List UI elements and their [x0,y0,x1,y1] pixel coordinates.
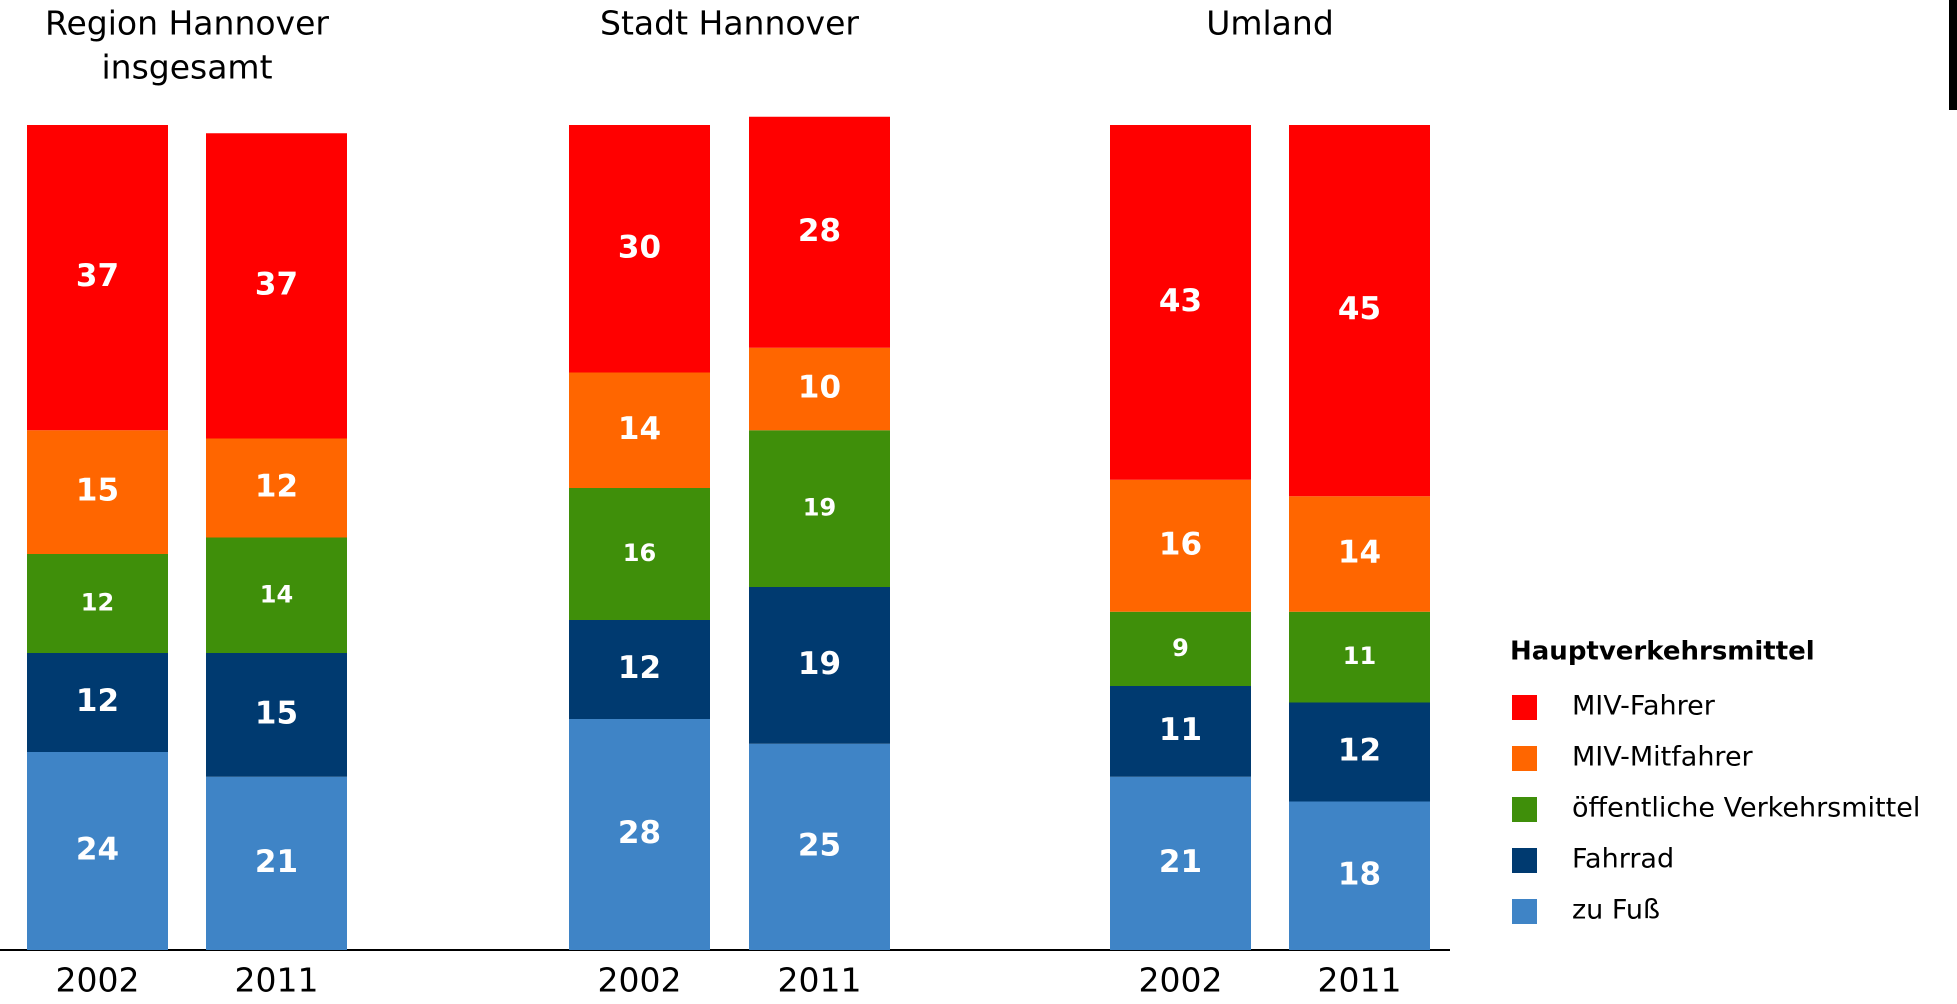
data-label: 14 [618,411,661,447]
data-label: 43 [1159,283,1202,319]
data-label: 30 [618,229,661,265]
legend-label: MIV-Fahrer [1572,691,1716,722]
bar-segment [206,438,347,538]
data-label: 11 [1343,642,1376,670]
bar-segment [569,372,710,488]
x-tick-label: 2002 [56,961,140,1000]
data-label: 15 [76,473,119,509]
group-title: insgesamt [101,48,272,87]
legend-swatch [1512,899,1537,924]
bar-segment [1110,125,1251,480]
data-label: 12 [81,589,114,617]
legend-swatch [1512,746,1537,771]
bar-segment [749,116,890,348]
data-label: 14 [1338,535,1381,571]
bar-segment [1110,479,1251,612]
legend-swatch [1512,797,1537,822]
legend-swatch [1512,848,1537,873]
data-label: 9 [1172,634,1189,662]
legend-title: Hauptverkehrsmittel [1510,637,1815,667]
data-label: 12 [618,650,661,686]
legend-label: MIV-Mitfahrer [1572,742,1754,773]
bar-segment [749,347,890,431]
bar-segment [1110,611,1251,686]
bar-segment [1110,686,1251,777]
bar-segment [27,125,168,431]
legend-label: zu Fuß [1572,895,1660,926]
data-label: 14 [260,580,293,608]
bar-segment [1289,496,1430,612]
x-tick-label: 2011 [235,961,319,1000]
bar-segment [1289,611,1430,703]
data-label: 25 [798,827,841,863]
bar-segment [749,430,890,587]
data-label: 19 [803,494,836,522]
bar-segment [569,125,710,373]
bar-segment [27,653,168,752]
bar-segment [749,587,890,744]
data-label: 12 [255,469,298,505]
data-label: 16 [1159,526,1202,562]
data-label: 37 [76,258,119,294]
data-label: 21 [1159,844,1202,880]
bar-segment [1110,776,1251,950]
data-label: 12 [1338,733,1381,769]
data-label: 10 [798,370,841,406]
data-label: 28 [618,815,661,851]
x-tick-label: 2011 [1318,961,1402,1000]
bar-segment [27,752,168,950]
legend-swatch [1512,695,1537,720]
x-tick-label: 2002 [598,961,682,1000]
bar-segment [569,620,710,719]
data-label: 45 [1338,291,1381,327]
bar-segment [206,653,347,777]
data-label: 15 [255,695,298,731]
group-title: Region Hannover [45,4,329,43]
bar-segment [27,430,168,554]
bar-segment [206,537,347,653]
data-label: 11 [1159,712,1202,748]
bar-segment [749,743,890,950]
data-label: 28 [798,213,841,249]
data-label: 16 [623,539,656,567]
data-label: 24 [76,832,119,868]
data-label: 21 [255,844,298,880]
bar-segment [1289,125,1430,497]
x-tick-label: 2011 [778,961,862,1000]
data-label: 37 [255,266,298,302]
bar-segment [206,776,347,950]
bar-segment [569,488,710,620]
bar-segment [1289,801,1430,950]
legend-label: öffentliche Verkehrsmittel [1572,793,1920,824]
bar-segment [569,719,710,950]
data-label: 12 [76,683,119,719]
data-label: 19 [798,646,841,682]
bar-segment [27,554,168,653]
legend-label: Fahrrad [1572,844,1674,875]
data-label: 18 [1338,856,1381,892]
edge-decoration [1949,0,1957,110]
x-tick-label: 2002 [1139,961,1223,1000]
bar-segment [1289,702,1430,802]
group-title: Stadt Hannover [600,4,859,43]
bar-segment [206,133,347,439]
group-title: Umland [1206,4,1334,43]
